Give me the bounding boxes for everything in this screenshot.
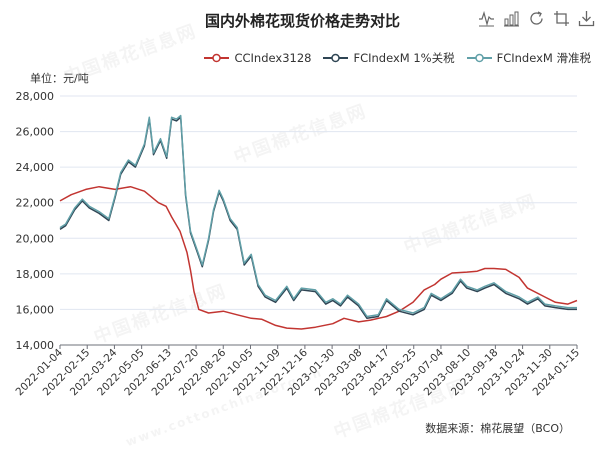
y-tick-label: 24,000 [16, 161, 55, 174]
legend-line-icon [204, 53, 230, 63]
toolbox [478, 10, 595, 27]
bar-icon[interactable] [503, 10, 520, 27]
y-tick-label: 28,000 [16, 90, 55, 103]
y-tick-label: 18,000 [16, 268, 55, 281]
series-line-1 [59, 185, 578, 330]
download-icon[interactable] [578, 10, 595, 27]
crop-icon[interactable] [553, 10, 570, 27]
y-tick-label: 14,000 [16, 339, 55, 352]
y-tick-label: 26,000 [16, 126, 55, 139]
legend: CCIndex3128 FCIndexM 1%关税 FCIndexM 滑准税 [204, 50, 591, 66]
data-source: 数据来源：棉花展望（BCO） [425, 422, 570, 435]
chart-title: 国内外棉花现货价格走势对比 [204, 12, 400, 30]
series-line-3 [59, 114, 577, 318]
legend-line-icon [466, 53, 492, 63]
legend-label: CCIndex3128 [234, 51, 312, 65]
legend-item-ccindex3128[interactable]: CCIndex3128 [204, 50, 311, 66]
y-tick-label: 16,000 [16, 303, 55, 316]
legend-item-fcindexm-1pct[interactable]: FCIndexM 1%关税 [323, 50, 455, 66]
refresh-icon[interactable] [528, 10, 545, 27]
y-tick-label: 22,000 [16, 197, 55, 210]
line-icon[interactable] [478, 10, 495, 27]
series-line-2 [59, 116, 577, 320]
legend-line-icon [323, 53, 349, 63]
legend-label: FCIndexM 滑准税 [496, 51, 591, 65]
legend-item-fcindexm-sliding[interactable]: FCIndexM 滑准税 [466, 50, 591, 66]
legend-label: FCIndexM 1%关税 [353, 51, 455, 65]
y-tick-label: 20,000 [16, 232, 55, 245]
y-axis-unit: 单位：元/吨 [30, 72, 89, 85]
